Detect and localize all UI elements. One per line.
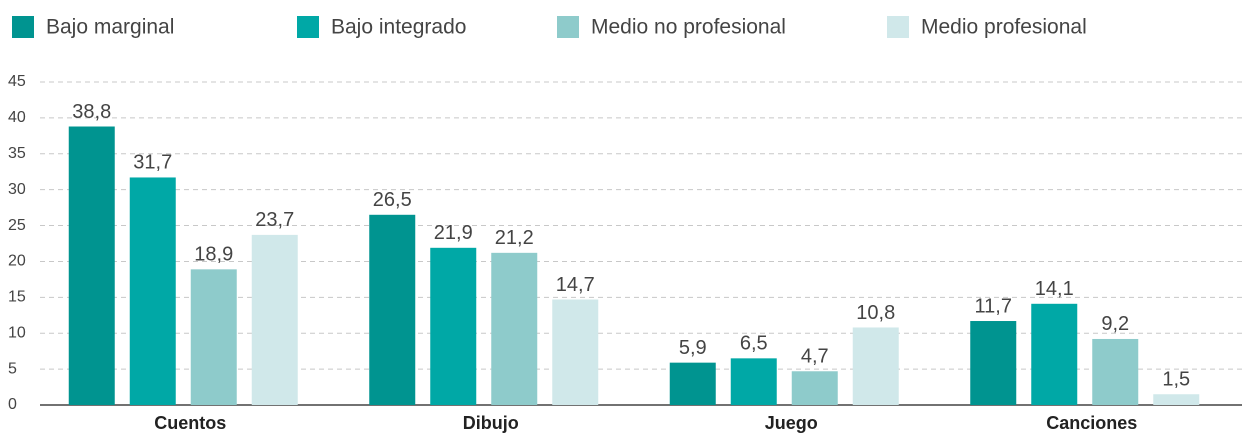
value-label: 31,7 bbox=[133, 152, 172, 174]
bar bbox=[791, 371, 838, 405]
bar bbox=[430, 247, 477, 405]
value-label: 38,8 bbox=[72, 101, 111, 123]
value-label: 21,2 bbox=[495, 227, 534, 249]
bar bbox=[1153, 394, 1200, 405]
y-tick-label: 15 bbox=[8, 289, 26, 306]
bar bbox=[552, 299, 599, 405]
bar bbox=[190, 269, 237, 405]
legend-swatch bbox=[297, 16, 319, 38]
bar bbox=[1031, 303, 1078, 405]
legend-label: Medio no profesional bbox=[591, 16, 786, 39]
value-label: 5,9 bbox=[679, 337, 707, 359]
y-tick-label: 20 bbox=[8, 253, 26, 270]
value-label: 1,5 bbox=[1162, 369, 1190, 391]
bar bbox=[491, 252, 538, 405]
y-tick-label: 5 bbox=[8, 360, 17, 377]
bar bbox=[1092, 338, 1139, 405]
bar bbox=[730, 358, 777, 405]
value-label: 14,7 bbox=[556, 274, 595, 296]
x-tick-label: Canciones bbox=[1046, 413, 1137, 433]
y-tick-label: 30 bbox=[8, 181, 26, 198]
legend-label: Bajo integrado bbox=[331, 16, 466, 39]
legend-label: Bajo marginal bbox=[46, 16, 174, 39]
value-label: 11,7 bbox=[975, 295, 1012, 317]
value-label: 18,9 bbox=[194, 244, 233, 266]
y-tick-label: 25 bbox=[8, 217, 26, 234]
y-tick-label: 0 bbox=[8, 396, 17, 413]
bar bbox=[251, 234, 298, 405]
bar bbox=[369, 214, 416, 405]
y-tick-label: 45 bbox=[8, 73, 26, 90]
y-tick-label: 10 bbox=[8, 324, 26, 341]
bar bbox=[970, 321, 1017, 405]
x-tick-label: Dibujo bbox=[463, 413, 519, 433]
value-label: 26,5 bbox=[373, 189, 412, 211]
legend-swatch bbox=[887, 16, 909, 38]
x-tick-label: Cuentos bbox=[154, 413, 226, 433]
y-tick-label: 35 bbox=[8, 145, 26, 162]
bar bbox=[669, 362, 716, 405]
bar bbox=[68, 126, 115, 405]
value-label: 10,8 bbox=[856, 302, 895, 324]
legend-swatch bbox=[12, 16, 34, 38]
legend-swatch bbox=[557, 16, 579, 38]
value-label: 6,5 bbox=[740, 333, 768, 355]
x-tick-label: Juego bbox=[765, 413, 818, 433]
value-label: 23,7 bbox=[255, 209, 294, 231]
value-label: 9,2 bbox=[1101, 313, 1129, 335]
value-label: 4,7 bbox=[801, 346, 829, 368]
bar bbox=[129, 177, 176, 405]
legend-label: Medio profesional bbox=[921, 16, 1087, 39]
bar bbox=[852, 327, 899, 405]
value-label: 21,9 bbox=[434, 222, 473, 244]
y-tick-label: 40 bbox=[8, 109, 26, 126]
value-label: 14,1 bbox=[1035, 278, 1074, 300]
